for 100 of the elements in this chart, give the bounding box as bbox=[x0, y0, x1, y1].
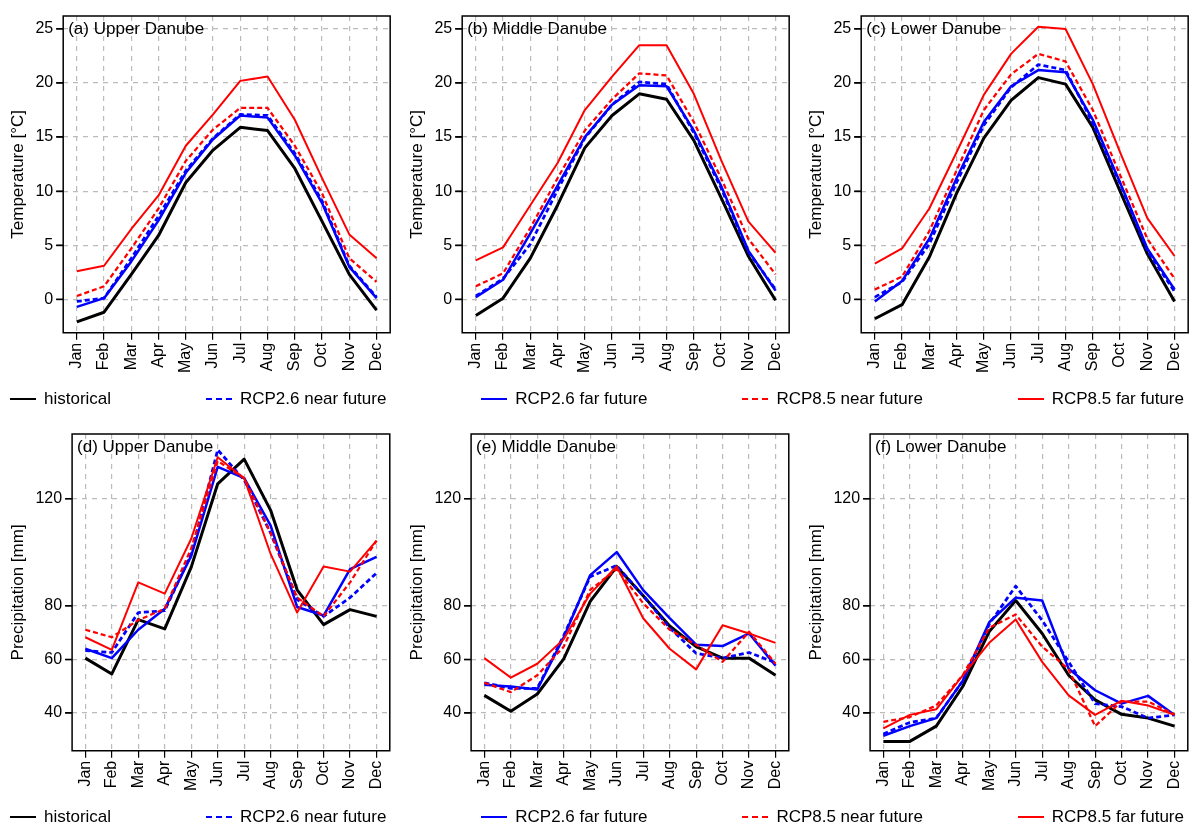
chart-title: (b) Middle Danube bbox=[467, 19, 608, 39]
y-tick-label: 15 bbox=[35, 127, 54, 145]
chart-title: (d) Upper Danube bbox=[77, 437, 214, 457]
y-tick-label: 5 bbox=[842, 235, 852, 253]
y-tick-label: 20 bbox=[35, 73, 54, 91]
y-tick-label: 10 bbox=[434, 181, 453, 199]
x-tick-label: Apr bbox=[946, 342, 964, 368]
x-tick-label: Oct bbox=[314, 760, 332, 786]
x-tick-label: May bbox=[974, 342, 992, 374]
x-tick-label: Feb bbox=[493, 342, 511, 371]
x-tick-label: Feb bbox=[102, 760, 120, 789]
x-tick-label: Jun bbox=[1001, 342, 1019, 369]
x-tick-label: Jun bbox=[208, 760, 226, 787]
x-tick-label: Jul bbox=[1028, 342, 1046, 364]
y-axis-title: Precipitation [mm] bbox=[406, 524, 426, 661]
x-tick-label: Jan bbox=[75, 760, 93, 787]
x-tick-label: Jun bbox=[602, 342, 620, 369]
x-tick-label: Jun bbox=[203, 342, 221, 369]
y-tick-label: 15 bbox=[833, 127, 852, 145]
chart-title: (a) Upper Danube bbox=[68, 19, 205, 39]
y-tick-label: 60 bbox=[44, 649, 63, 667]
legend-label: RCP8.5 far future bbox=[1051, 389, 1184, 409]
y-tick-label: 15 bbox=[434, 127, 453, 145]
x-tick-label: Apr bbox=[953, 760, 971, 786]
x-tick-label: Aug bbox=[660, 760, 678, 790]
x-tick-label: Dec bbox=[366, 342, 384, 372]
x-tick-label: Nov bbox=[339, 342, 357, 372]
legend-label: RCP8.5 far future bbox=[1051, 807, 1184, 827]
x-tick-label: Oct bbox=[713, 760, 731, 786]
x-tick-label: Feb bbox=[900, 760, 918, 789]
x-tick-label: Sep bbox=[686, 760, 704, 790]
x-tick-label: Aug bbox=[1055, 342, 1073, 372]
y-tick-label: 25 bbox=[434, 19, 453, 37]
x-tick-label: Mar bbox=[128, 760, 146, 789]
y-tick-label: 60 bbox=[842, 649, 861, 667]
x-tick-label: Jan bbox=[67, 342, 85, 369]
x-tick-label: Sep bbox=[1083, 342, 1101, 372]
x-tick-label: May bbox=[176, 342, 194, 374]
y-tick-label: 20 bbox=[833, 73, 852, 91]
x-tick-label: Apr bbox=[148, 342, 166, 368]
chart-title: (c) Lower Danube bbox=[866, 19, 1002, 39]
x-tick-label: Dec bbox=[1164, 760, 1182, 790]
legend-label: historical bbox=[44, 807, 112, 827]
x-tick-label: Dec bbox=[366, 760, 384, 790]
y-tick-label: 80 bbox=[44, 596, 63, 614]
y-tick-label: 40 bbox=[443, 703, 462, 721]
x-tick-label: Jul bbox=[234, 760, 252, 782]
x-tick-label: Apr bbox=[554, 760, 572, 786]
y-axis-title: Temperature [°C] bbox=[406, 110, 426, 239]
x-tick-label: May bbox=[979, 760, 997, 792]
x-tick-label: Jan bbox=[466, 342, 484, 369]
x-tick-label: Mar bbox=[527, 760, 545, 789]
x-tick-label: Jun bbox=[607, 760, 625, 787]
x-tick-label: Jul bbox=[1032, 760, 1050, 782]
chart-title: (f) Lower Danube bbox=[875, 437, 1007, 457]
x-tick-label: Mar bbox=[520, 342, 538, 371]
legend-label: RCP2.6 near future bbox=[239, 389, 387, 409]
x-tick-label: Nov bbox=[738, 342, 756, 372]
x-tick-label: Oct bbox=[711, 342, 729, 368]
y-axis-title: Temperature [°C] bbox=[805, 110, 825, 239]
x-tick-label: May bbox=[580, 760, 598, 792]
x-tick-label: Aug bbox=[257, 342, 275, 372]
x-tick-label: Sep bbox=[287, 760, 305, 790]
y-tick-label: 10 bbox=[35, 181, 54, 199]
y-tick-label: 25 bbox=[833, 19, 852, 37]
y-tick-label: 5 bbox=[443, 235, 453, 253]
x-tick-label: Jan bbox=[873, 760, 891, 787]
y-tick-label: 0 bbox=[44, 289, 54, 307]
legend-label: historical bbox=[44, 389, 112, 409]
y-tick-label: 80 bbox=[842, 596, 861, 614]
x-tick-label: Jul bbox=[633, 760, 651, 782]
x-tick-label: Feb bbox=[501, 760, 519, 789]
x-tick-label: Aug bbox=[656, 342, 674, 372]
x-tick-label: Jan bbox=[865, 342, 883, 369]
x-tick-label: Mar bbox=[121, 342, 139, 371]
y-tick-label: 120 bbox=[35, 489, 63, 507]
legend-label: RCP2.6 far future bbox=[515, 389, 648, 409]
x-tick-label: Oct bbox=[1110, 342, 1128, 368]
x-tick-label: Jul bbox=[230, 342, 248, 364]
y-tick-label: 0 bbox=[443, 289, 453, 307]
y-tick-label: 120 bbox=[434, 489, 462, 507]
x-tick-label: Nov bbox=[1137, 342, 1155, 372]
y-tick-label: 80 bbox=[443, 596, 462, 614]
x-tick-label: Dec bbox=[1164, 342, 1182, 372]
y-axis-title: Temperature [°C] bbox=[7, 110, 27, 239]
y-tick-label: 20 bbox=[434, 73, 453, 91]
x-tick-label: Aug bbox=[261, 760, 279, 790]
x-tick-label: Dec bbox=[765, 342, 783, 372]
chart-title: (e) Middle Danube bbox=[476, 437, 616, 457]
y-tick-label: 0 bbox=[842, 289, 852, 307]
x-tick-label: Sep bbox=[1085, 760, 1103, 790]
legend-label: RCP8.5 near future bbox=[776, 389, 923, 409]
x-tick-label: Jun bbox=[1006, 760, 1024, 787]
y-tick-label: 25 bbox=[35, 19, 54, 37]
x-tick-label: Nov bbox=[739, 760, 757, 790]
x-tick-label: Apr bbox=[155, 760, 173, 786]
legend-label: RCP2.6 far future bbox=[515, 807, 648, 827]
x-tick-label: Mar bbox=[919, 342, 937, 371]
y-tick-label: 10 bbox=[833, 181, 852, 199]
x-tick-label: Sep bbox=[684, 342, 702, 372]
